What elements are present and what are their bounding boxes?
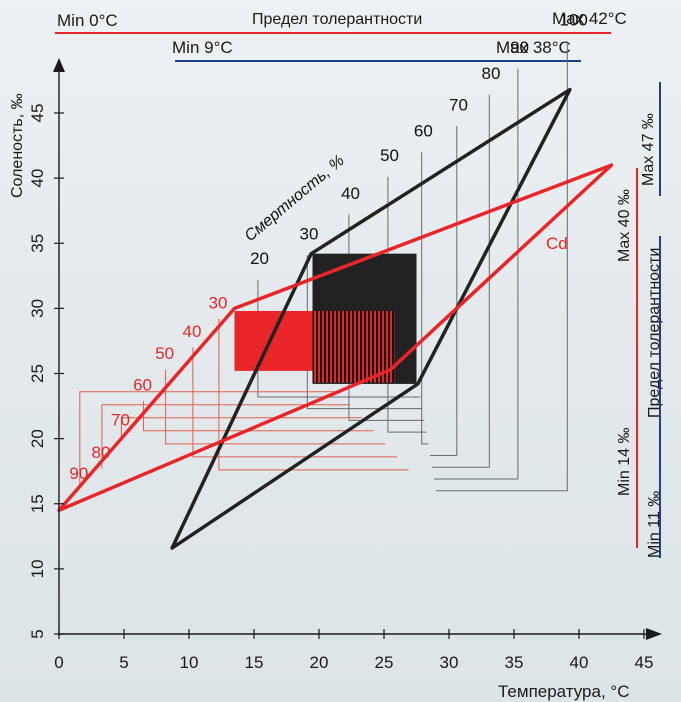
header-red-min: Min 0°C	[57, 11, 118, 30]
black-tolerance-polygon	[170, 87, 572, 550]
x-tick-label: 30	[440, 653, 459, 672]
red-tier-line	[101, 404, 351, 469]
tier-lines	[79, 41, 568, 492]
black-tier-line	[421, 152, 429, 445]
red-level-label: 90	[69, 464, 88, 483]
black-level-label: 90	[510, 38, 529, 57]
cd-label: Cd	[546, 234, 568, 253]
y-tick-label: 45	[28, 104, 47, 123]
black-tier-line	[434, 68, 519, 480]
red-tier-line	[218, 318, 409, 471]
x-tick-label: 20	[310, 653, 329, 672]
red-tier-line	[79, 391, 339, 490]
labels: 203040506070809010090807060504030Смертно…	[69, 11, 587, 483]
x-tick-label: 25	[375, 653, 394, 672]
cd-tolerance-polygon	[57, 163, 614, 513]
x-tick-label: 40	[570, 653, 589, 672]
black-level-label: 70	[449, 95, 468, 114]
x-tick-label: 35	[505, 653, 524, 672]
right-blue-line	[659, 236, 661, 558]
red-level-label: 60	[133, 375, 152, 394]
red-level-label: 40	[183, 322, 202, 341]
y-tick-label: 20	[28, 429, 47, 448]
black-level-label: 100	[560, 11, 588, 30]
right-red-line	[636, 168, 638, 548]
x-tick-label: 10	[180, 653, 199, 672]
red-level-label: 80	[92, 443, 111, 462]
mortality-label: Смертность, %	[242, 152, 348, 245]
y-axis-arrow	[53, 58, 65, 72]
y-tick-label: 10	[28, 559, 47, 578]
red-level-label: 30	[209, 293, 228, 312]
header-red-line	[55, 32, 611, 34]
y-tick-label: 25	[28, 364, 47, 383]
y-tick-label: 40	[28, 169, 47, 188]
black-level-label: 30	[300, 224, 319, 243]
black-tier-line	[306, 254, 423, 410]
core-zones	[234, 253, 417, 384]
overlap-hatched-zone	[312, 310, 395, 383]
y-tick-label: 35	[28, 234, 47, 253]
header-blue-line	[175, 60, 581, 62]
x-axis-arrow	[646, 628, 662, 640]
black-tier-line	[436, 41, 568, 492]
black-level-label: 50	[380, 146, 399, 165]
x-tick-label: 5	[119, 653, 128, 672]
red-level-label: 50	[155, 344, 174, 363]
black-tier-line	[430, 126, 458, 457]
black-level-label: 60	[414, 121, 433, 140]
y-tick-label: 30	[28, 299, 47, 318]
right-blue-line-top	[659, 82, 661, 196]
black-tier-line	[432, 94, 490, 468]
x-axis-label: Температура, °C	[498, 682, 629, 701]
header-blue-max: Max 38°C	[496, 38, 571, 57]
header-red-max: Max 42°C	[552, 9, 627, 28]
x-tick-label: 45	[635, 653, 654, 672]
tolerance-polygons	[57, 87, 614, 550]
x-tick-label: 0	[54, 653, 63, 672]
red-tier-line	[165, 369, 386, 445]
header-blue-min: Min 9°C	[172, 38, 233, 57]
y-tick-label: 5	[28, 629, 47, 638]
axes: 0 5 10 15 20 25 30 35 40 45 5 10 15 20 25 30 35 40 45 Темпе…	[9, 58, 662, 701]
black-level-label: 40	[341, 184, 360, 203]
red-core-zone	[234, 310, 313, 371]
black-level-label: 80	[482, 64, 501, 83]
y-axis-label: Соленость, ‰	[9, 93, 26, 198]
red-level-label: 70	[111, 411, 130, 430]
y-tick-label: 15	[28, 494, 47, 513]
black-level-label: 20	[250, 249, 269, 268]
red-tier-line	[120, 417, 362, 437]
red-tier-line	[192, 347, 397, 458]
x-tick-label: 15	[245, 653, 264, 672]
header-tolerance-title: Предел толерантности	[252, 11, 423, 28]
